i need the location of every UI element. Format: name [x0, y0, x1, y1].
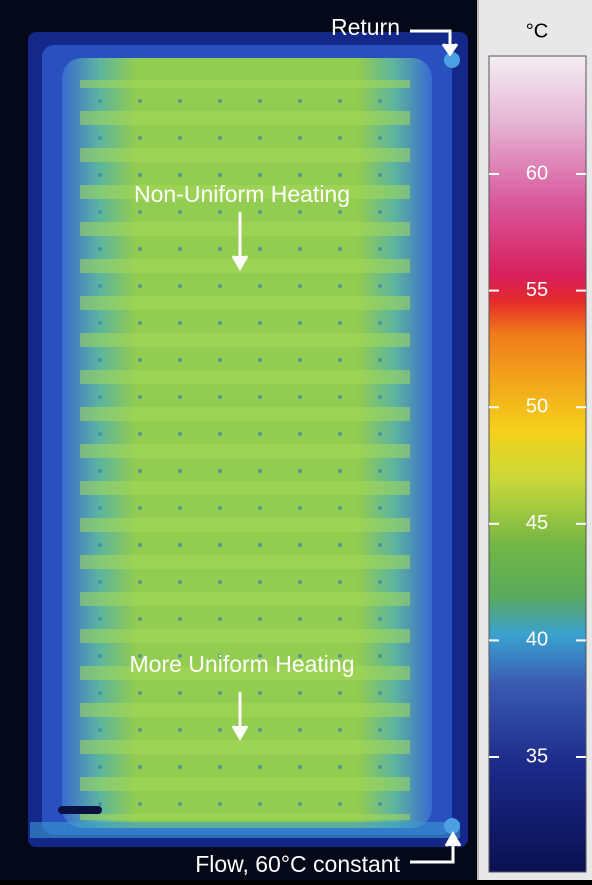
tick-label: 60	[526, 162, 548, 184]
tick-label: 45	[526, 512, 548, 534]
colorbar-unit: °C	[526, 20, 548, 42]
tick-label: 35	[526, 745, 548, 767]
thermal-figure: Return Non-Uniform Heating More Uniform …	[0, 0, 592, 880]
annotation: Return	[331, 14, 400, 40]
annotation: Flow, 60°C constant	[195, 851, 400, 877]
tick-label: 55	[526, 279, 548, 301]
annotation: Non-Uniform Heating	[134, 181, 350, 207]
annotation: More Uniform Heating	[130, 651, 355, 677]
tick-label: 50	[526, 395, 548, 417]
thermal-image	[0, 0, 476, 880]
tick-label: 40	[526, 629, 548, 651]
